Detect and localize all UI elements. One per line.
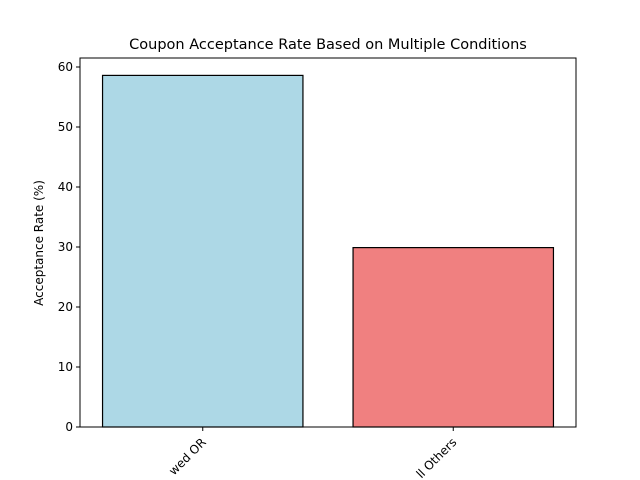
plot-frame xyxy=(79,57,577,428)
y-tick-label: 20 xyxy=(58,300,73,314)
y-axis-label: Acceptance Rate (%) xyxy=(32,180,46,306)
bar-1 xyxy=(352,247,555,428)
y-tick-label: 50 xyxy=(58,120,73,134)
y-tick-label: 40 xyxy=(58,180,73,194)
y-axis-ticks: 0 10 20 30 40 50 60 xyxy=(58,60,80,434)
chart-title: Coupon Acceptance Rate Based on Multiple… xyxy=(129,37,527,53)
x-tick-label: ll Others xyxy=(414,435,460,480)
bars-group xyxy=(101,74,555,428)
y-tick-label: 30 xyxy=(58,240,73,254)
x-axis-ticks: wed OR ll Others xyxy=(166,427,459,480)
y-tick-label: 10 xyxy=(58,360,73,374)
y-tick-label: 60 xyxy=(58,60,73,74)
bar-0 xyxy=(101,74,304,428)
y-tick-label: 0 xyxy=(65,420,73,434)
x-tick-label: wed OR xyxy=(166,435,209,478)
